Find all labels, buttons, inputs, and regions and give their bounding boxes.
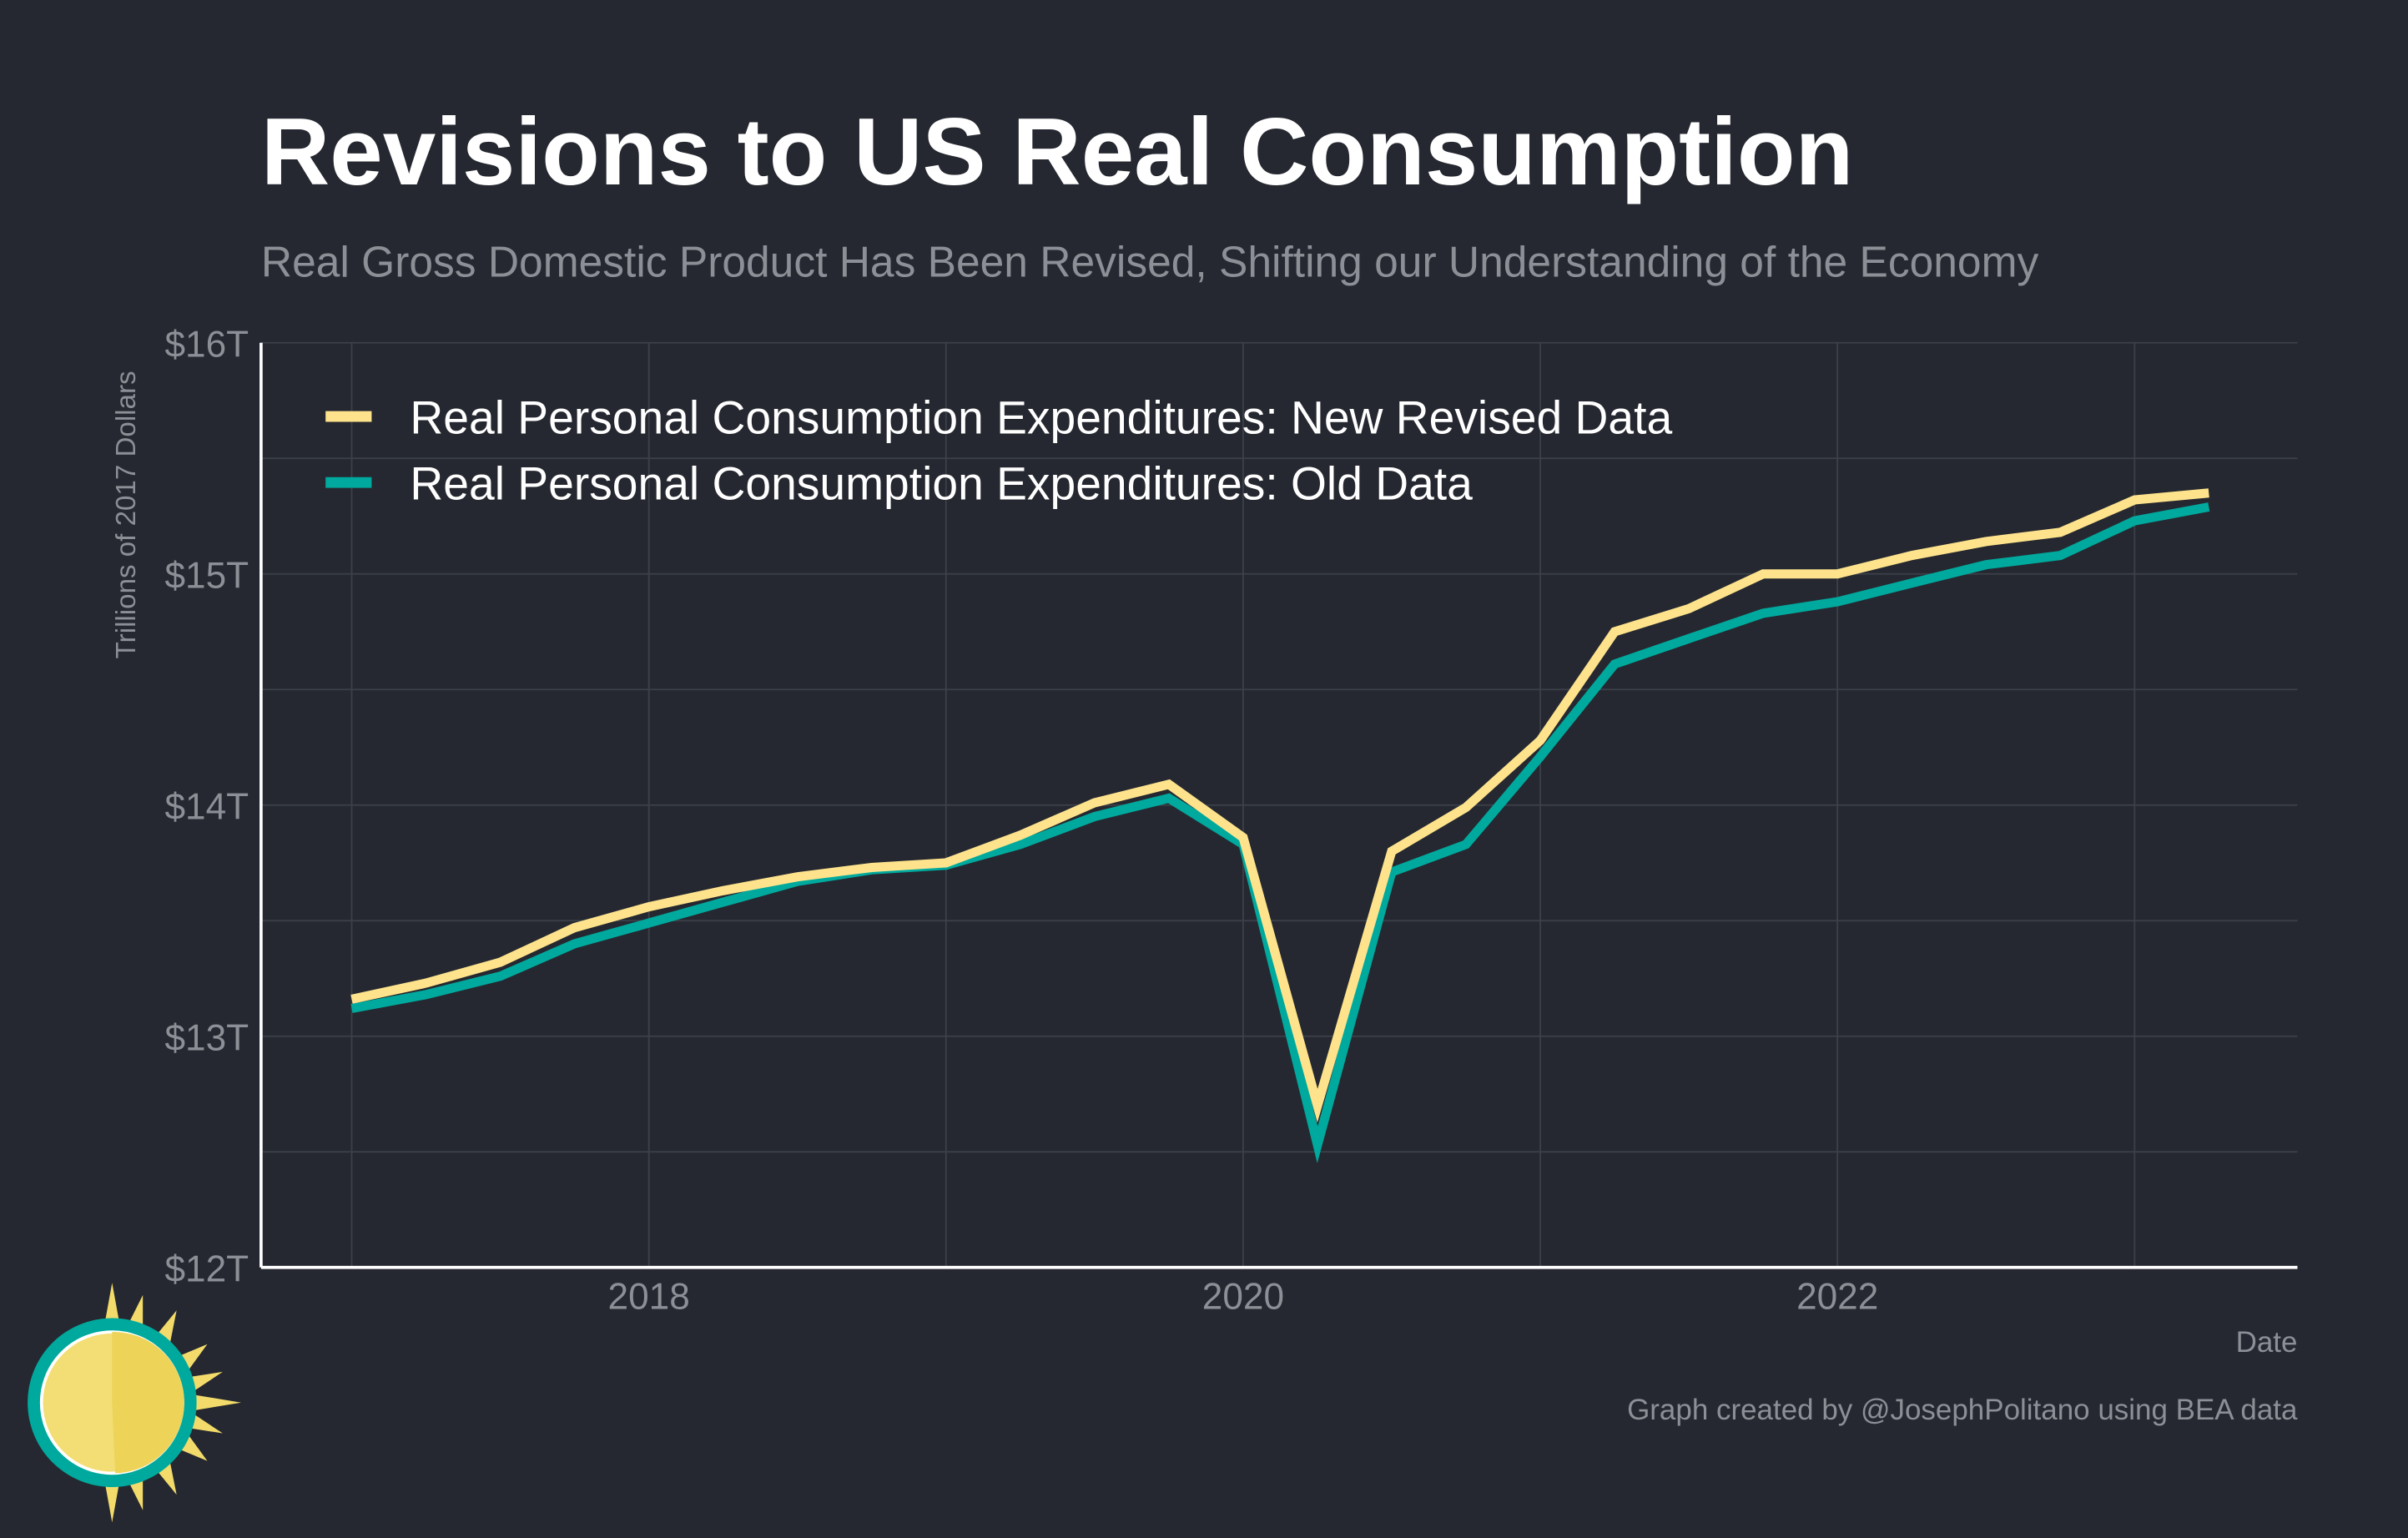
- grid: [260, 341, 2298, 1268]
- sun-logo: [28, 1283, 241, 1523]
- chart-subtitle: Real Gross Domestic Product Has Been Rev…: [261, 238, 2039, 286]
- x-tick-label: 2022: [1796, 1276, 1878, 1317]
- y-tick-label: $14T: [165, 786, 249, 827]
- y-axis-label: Trillions of 2017 Dollars: [111, 371, 142, 658]
- y-tick-label: $12T: [165, 1248, 249, 1289]
- legend: Real Personal Consumption Expenditures: …: [325, 391, 1672, 509]
- legend-label: Real Personal Consumption Expenditures: …: [410, 457, 1473, 509]
- axes: $12T $13T $14T $15T $16T 2018 2020 2022: [165, 324, 2298, 1317]
- series-line-old: [350, 502, 2210, 1163]
- x-tick-label: 2018: [608, 1276, 690, 1317]
- legend-label: Real Personal Consumption Expenditures: …: [410, 391, 1672, 443]
- y-tick-label: $13T: [165, 1017, 249, 1058]
- series-lines: [350, 488, 2210, 1163]
- caption: Graph created by @JosephPolitano using B…: [1627, 1394, 2298, 1426]
- y-tick-label: $16T: [165, 324, 249, 365]
- chart-title: Revisions to US Real Consumption: [261, 99, 1853, 205]
- y-tick-label: $15T: [165, 555, 249, 596]
- series-line-new-revised: [350, 488, 2209, 1123]
- x-tick-label: 2020: [1202, 1276, 1284, 1317]
- x-axis-label: Date: [2236, 1326, 2298, 1359]
